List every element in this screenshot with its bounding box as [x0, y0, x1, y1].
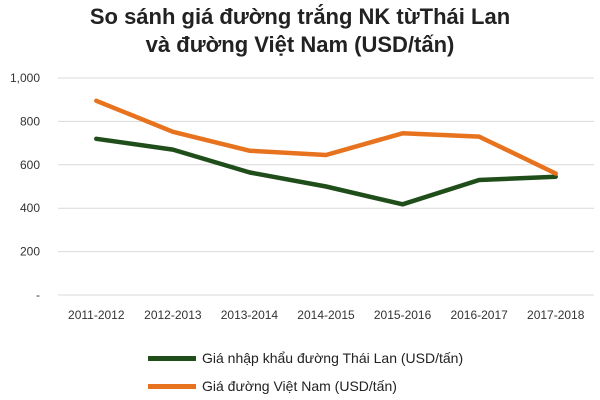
legend-swatch-thai-import-price [148, 355, 196, 361]
x-tick-label: 2014-2015 [297, 308, 355, 322]
x-tick-label: 2017-2018 [527, 308, 585, 322]
x-tick-label: 2013-2014 [221, 308, 279, 322]
y-tick-label: 800 [20, 114, 40, 128]
series-line-thai-import-price [94, 136, 558, 207]
series-lines [94, 98, 558, 207]
y-tick-label: 400 [20, 201, 40, 215]
x-tick-label: 2011-2012 [68, 308, 125, 322]
legend-label-thai-import-price: Giá nhập khẩu đường Thái Lan (USD/tấn) [202, 350, 464, 366]
legend-item-vietnam-price: Giá đường Việt Nam (USD/tấn) [148, 376, 588, 396]
legend-label-vietnam-price: Giá đường Việt Nam (USD/tấn) [202, 378, 397, 394]
x-tick-label: 2015-2016 [374, 308, 432, 322]
legend-swatch-vietnam-price [148, 383, 196, 389]
series-line-vietnam-price [94, 98, 558, 176]
y-tick-label: 1,000 [10, 71, 40, 85]
y-tick-label: 200 [20, 245, 40, 259]
legend-item-thai-import-price: Giá nhập khẩu đường Thái Lan (USD/tấn) [148, 348, 588, 368]
x-tick-label: 2012-2013 [144, 308, 202, 322]
y-tick-label: - [36, 288, 40, 302]
chart-title-line-1: So sánh giá đường trắng NK từThái Lan [89, 4, 511, 29]
y-tick-label: 600 [20, 158, 40, 172]
chart-title-line-2: và đường Việt Nam (USD/tấn) [145, 32, 455, 57]
x-axis-tick-labels: 2011-2012 2012-2013 2013-2014 2014-2015 2015… [68, 308, 585, 322]
y-axis-tick-labels: - 200 400 600 800 1,000 [10, 71, 40, 302]
x-tick-label: 2016-2017 [450, 308, 508, 322]
